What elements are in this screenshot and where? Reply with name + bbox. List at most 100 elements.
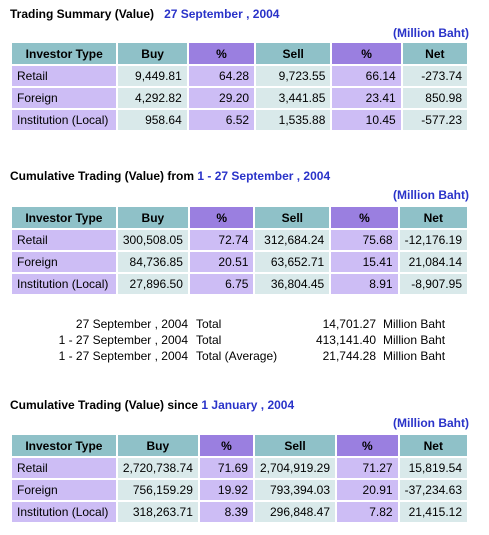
totals-period: 1 - 27 September , 2004 (58, 349, 188, 363)
totals-period: 27 September , 2004 (75, 317, 188, 331)
sell-cell: 793,394.03 (254, 480, 336, 500)
buy-cell: 958.64 (118, 110, 187, 130)
table-row: Institution (Local) 318,263.71 8.39 296,… (12, 502, 467, 522)
col-header-buy: Buy (117, 435, 198, 456)
sell-cell: 312,684.24 (255, 230, 330, 250)
investor-type-cell: Retail (12, 458, 116, 478)
sell-pct-cell: 20.91 (337, 480, 398, 500)
totals-unit: Million Baht (383, 349, 446, 363)
totals-kind: Total (Average) (196, 349, 278, 363)
table-row: Foreign 756,159.29 19.92 793,394.03 20.9… (12, 480, 467, 500)
buy-pct-cell: 71.69 (199, 458, 253, 478)
totals-value: 14,701.27 (322, 317, 376, 331)
totals-kind: Total (196, 333, 222, 347)
section-title-text: Cumulative Trading (Value) since (10, 398, 199, 412)
col-header-sell-pct: % (337, 435, 398, 456)
section-title-text: Cumulative Trading (Value) from (10, 169, 195, 183)
table-row: Foreign 4,292.82 29.20 3,441.85 23.41 85… (12, 88, 467, 108)
totals-block: 27 September , 2004 Total 14,701.27 Mill… (10, 317, 469, 365)
unit-label: (Million Baht) (393, 188, 469, 202)
col-header-sell-pct: % (331, 207, 398, 228)
totals-kind: Total (196, 317, 222, 331)
table-row: Retail 9,449.81 64.28 9,723.55 66.14 -27… (12, 66, 467, 86)
sell-cell: 1,535.88 (256, 110, 331, 130)
buy-cell: 300,508.05 (117, 230, 188, 250)
col-header-buy-pct: % (199, 435, 253, 456)
sell-pct-cell: 7.82 (337, 502, 398, 522)
sell-pct-cell: 71.27 (337, 458, 398, 478)
investor-type-cell: Foreign (12, 480, 116, 500)
net-cell: 21,084.14 (399, 252, 467, 272)
col-header-net: Net (399, 207, 467, 228)
investor-type-cell: Retail (12, 230, 116, 250)
totals-value: 21,744.28 (322, 349, 376, 363)
col-header-buy-pct: % (188, 43, 255, 64)
sell-cell: 2,704,919.29 (254, 458, 336, 478)
col-header-sell: Sell (254, 435, 336, 456)
sell-cell: 296,848.47 (254, 502, 336, 522)
sell-cell: 63,652.71 (255, 252, 330, 272)
totals-row: 1 - 27 September , 2004 Total (Average) … (10, 349, 469, 365)
buy-cell: 318,263.71 (117, 502, 198, 522)
sell-pct-cell: 8.91 (331, 274, 398, 294)
net-cell: -8,907.95 (399, 274, 467, 294)
col-header-net: Net (399, 435, 467, 456)
net-cell: -37,234.63 (399, 480, 467, 500)
table-row: Institution (Local) 27,896.50 6.75 36,80… (12, 274, 467, 294)
sell-pct-cell: 66.14 (332, 66, 401, 86)
buy-cell: 4,292.82 (118, 88, 187, 108)
totals-unit: Million Baht (383, 317, 446, 331)
sell-pct-cell: 75.68 (331, 230, 398, 250)
buy-pct-cell: 20.51 (189, 252, 254, 272)
totals-unit: Million Baht (383, 333, 446, 347)
col-header-investor-type: Investor Type (12, 43, 117, 64)
section-date: 1 - 27 September , 2004 (197, 169, 331, 183)
section-title-daily: Trading Summary (Value) 27 September , 2… (10, 7, 279, 21)
sell-cell: 9,723.55 (256, 66, 331, 86)
net-cell: -273.74 (402, 66, 467, 86)
investor-type-cell: Retail (12, 66, 117, 86)
buy-cell: 2,720,738.74 (117, 458, 198, 478)
table-row: Institution (Local) 958.64 6.52 1,535.88… (12, 110, 467, 130)
col-header-buy-pct: % (189, 207, 254, 228)
investor-type-cell: Foreign (12, 88, 117, 108)
buy-pct-cell: 19.92 (199, 480, 253, 500)
totals-period: 1 - 27 September , 2004 (58, 333, 188, 347)
unit-label: (Million Baht) (393, 26, 469, 40)
investor-type-cell: Institution (Local) (12, 502, 116, 522)
totals-row: 1 - 27 September , 2004 Total 413,141.40… (10, 333, 469, 349)
table-row: Foreign 84,736.85 20.51 63,652.71 15.41 … (12, 252, 467, 272)
section-title-month: Cumulative Trading (Value) from 1 - 27 S… (10, 169, 330, 183)
buy-pct-cell: 6.52 (188, 110, 255, 130)
sell-cell: 3,441.85 (256, 88, 331, 108)
sell-pct-cell: 10.45 (332, 110, 401, 130)
sell-pct-cell: 15.41 (331, 252, 398, 272)
buy-pct-cell: 64.28 (188, 66, 255, 86)
buy-pct-cell: 29.20 (188, 88, 255, 108)
col-header-buy: Buy (118, 43, 187, 64)
col-header-investor-type: Investor Type (12, 435, 116, 456)
totals-value: 413,141.40 (315, 333, 376, 347)
investor-type-cell: Institution (Local) (12, 110, 117, 130)
col-header-sell: Sell (255, 207, 330, 228)
col-header-sell: Sell (256, 43, 331, 64)
trading-table-year: Investor Type Buy % Sell % Net Retail 2,… (10, 433, 469, 524)
sell-cell: 36,804.45 (255, 274, 330, 294)
sell-pct-cell: 23.41 (332, 88, 401, 108)
section-date: 1 January , 2004 (201, 398, 295, 412)
table-row: Retail 2,720,738.74 71.69 2,704,919.29 7… (12, 458, 467, 478)
net-cell: 850.98 (402, 88, 467, 108)
trading-table-daily: Investor Type Buy % Sell % Net Retail 9,… (10, 41, 469, 132)
unit-label: (Million Baht) (393, 416, 469, 430)
buy-cell: 84,736.85 (117, 252, 188, 272)
col-header-sell-pct: % (332, 43, 401, 64)
buy-cell: 27,896.50 (117, 274, 188, 294)
table-row: Retail 300,508.05 72.74 312,684.24 75.68… (12, 230, 467, 250)
section-date: 27 September , 2004 (164, 7, 280, 21)
investor-type-cell: Institution (Local) (12, 274, 116, 294)
net-cell: -577.23 (402, 110, 467, 130)
trading-table-month: Investor Type Buy % Sell % Net Retail 30… (10, 205, 469, 296)
investor-type-cell: Foreign (12, 252, 116, 272)
buy-pct-cell: 8.39 (199, 502, 253, 522)
section-title-year: Cumulative Trading (Value) since 1 Janua… (10, 398, 294, 412)
